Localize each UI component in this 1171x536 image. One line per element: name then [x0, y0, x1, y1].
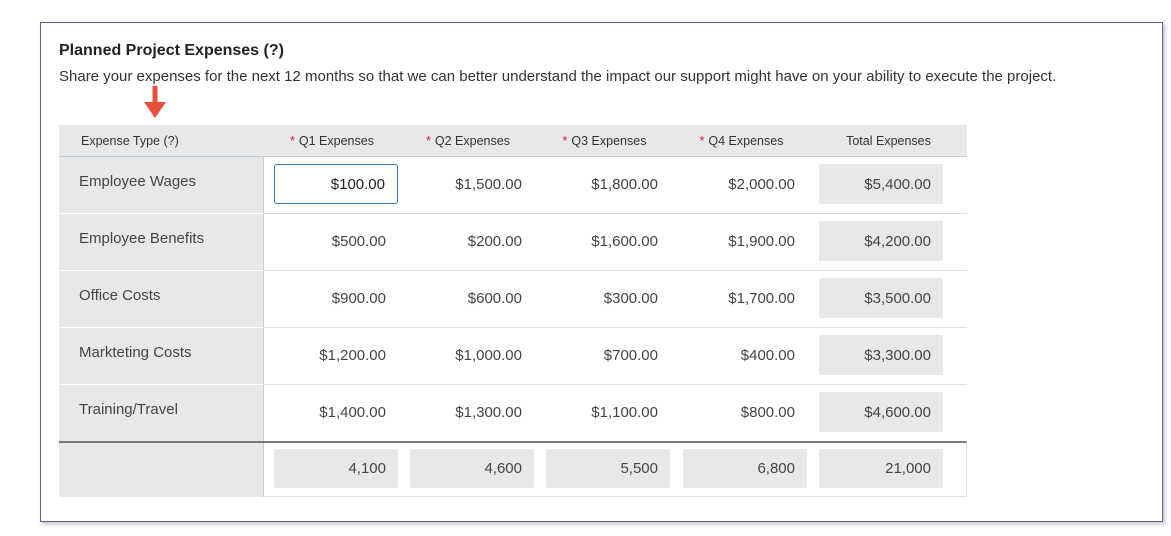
column-header: * Q2 Expenses [400, 125, 536, 156]
panel [40, 22, 1163, 522]
total-cell: $5,400.00 [819, 164, 943, 204]
section-title: Planned Project Expenses (?) [59, 42, 284, 59]
row-label: Training/Travel [59, 385, 264, 442]
row-label: Employee Wages [59, 157, 264, 214]
amount-input[interactable]: $900.00 [331, 289, 386, 307]
required-marker: * [290, 133, 295, 148]
row-label: Markteting Costs [59, 328, 264, 385]
total-cell: $4,200.00 [819, 221, 943, 261]
amount-input[interactable]: $1,700.00 [728, 289, 795, 307]
amount-input[interactable]: $1,900.00 [728, 232, 795, 250]
column-header: Expense Type (?) [59, 125, 264, 156]
column-total: 4,100 [274, 449, 398, 488]
header-label: Q2 Expenses [434, 133, 510, 148]
amount-input[interactable]: $600.00 [467, 289, 522, 307]
amount-input[interactable]: $700.00 [603, 346, 658, 364]
amount-input[interactable]: $400.00 [740, 346, 795, 364]
header-row [59, 125, 967, 157]
amount-input[interactable]: $1,800.00 [591, 175, 658, 193]
amount-input[interactable]: $1,000.00 [455, 346, 522, 364]
amount-input[interactable]: $100.00 [274, 164, 398, 204]
column-header: Total Expenses [810, 125, 967, 156]
column-header: * Q4 Expenses [673, 125, 810, 156]
row-separator [264, 327, 967, 328]
total-cell: $3,300.00 [819, 335, 943, 375]
amount-input[interactable]: $1,500.00 [455, 175, 522, 193]
header-label: Expense Type (?) [81, 133, 179, 148]
row-label: Employee Benefits [59, 214, 264, 271]
row-separator [264, 270, 967, 271]
amount-input[interactable]: $800.00 [740, 403, 795, 421]
row-label: Office Costs [59, 271, 264, 328]
required-marker: * [426, 133, 431, 148]
required-marker: * [699, 133, 705, 148]
column-total: 4,600 [410, 449, 534, 488]
amount-input[interactable]: $1,100.00 [591, 403, 658, 421]
red-arrow [144, 86, 166, 118]
row-separator [264, 213, 967, 214]
header-label: Total Expenses [846, 133, 931, 148]
header-label: Q4 Expenses [708, 133, 784, 148]
totals-label-cell [59, 443, 264, 497]
amount-input[interactable]: $1,200.00 [319, 346, 386, 364]
total-cell: $3,500.00 [819, 278, 943, 318]
amount-input[interactable]: $300.00 [603, 289, 658, 307]
amount-input[interactable]: $200.00 [467, 232, 522, 250]
totals-row [59, 441, 967, 497]
column-total: 21,000 [819, 449, 943, 488]
header-label: Q3 Expenses [571, 133, 647, 148]
column-total: 5,500 [546, 449, 670, 488]
column-total: 6,800 [683, 449, 807, 488]
amount-input[interactable]: $1,300.00 [455, 403, 522, 421]
amount-input[interactable]: $1,600.00 [591, 232, 658, 250]
amount-input[interactable]: $2,000.00 [728, 175, 795, 193]
header-label: Q1 Expenses [298, 133, 374, 148]
total-cell: $4,600.00 [819, 392, 943, 432]
amount-input[interactable]: $500.00 [331, 232, 386, 250]
row-separator [264, 384, 967, 385]
amount-input[interactable]: $1,400.00 [319, 403, 386, 421]
required-marker: * [562, 133, 568, 148]
column-header: * Q1 Expenses [264, 125, 400, 156]
column-header: * Q3 Expenses [536, 125, 673, 156]
section-description: Share your expenses for the next 12 mont… [59, 68, 1057, 85]
